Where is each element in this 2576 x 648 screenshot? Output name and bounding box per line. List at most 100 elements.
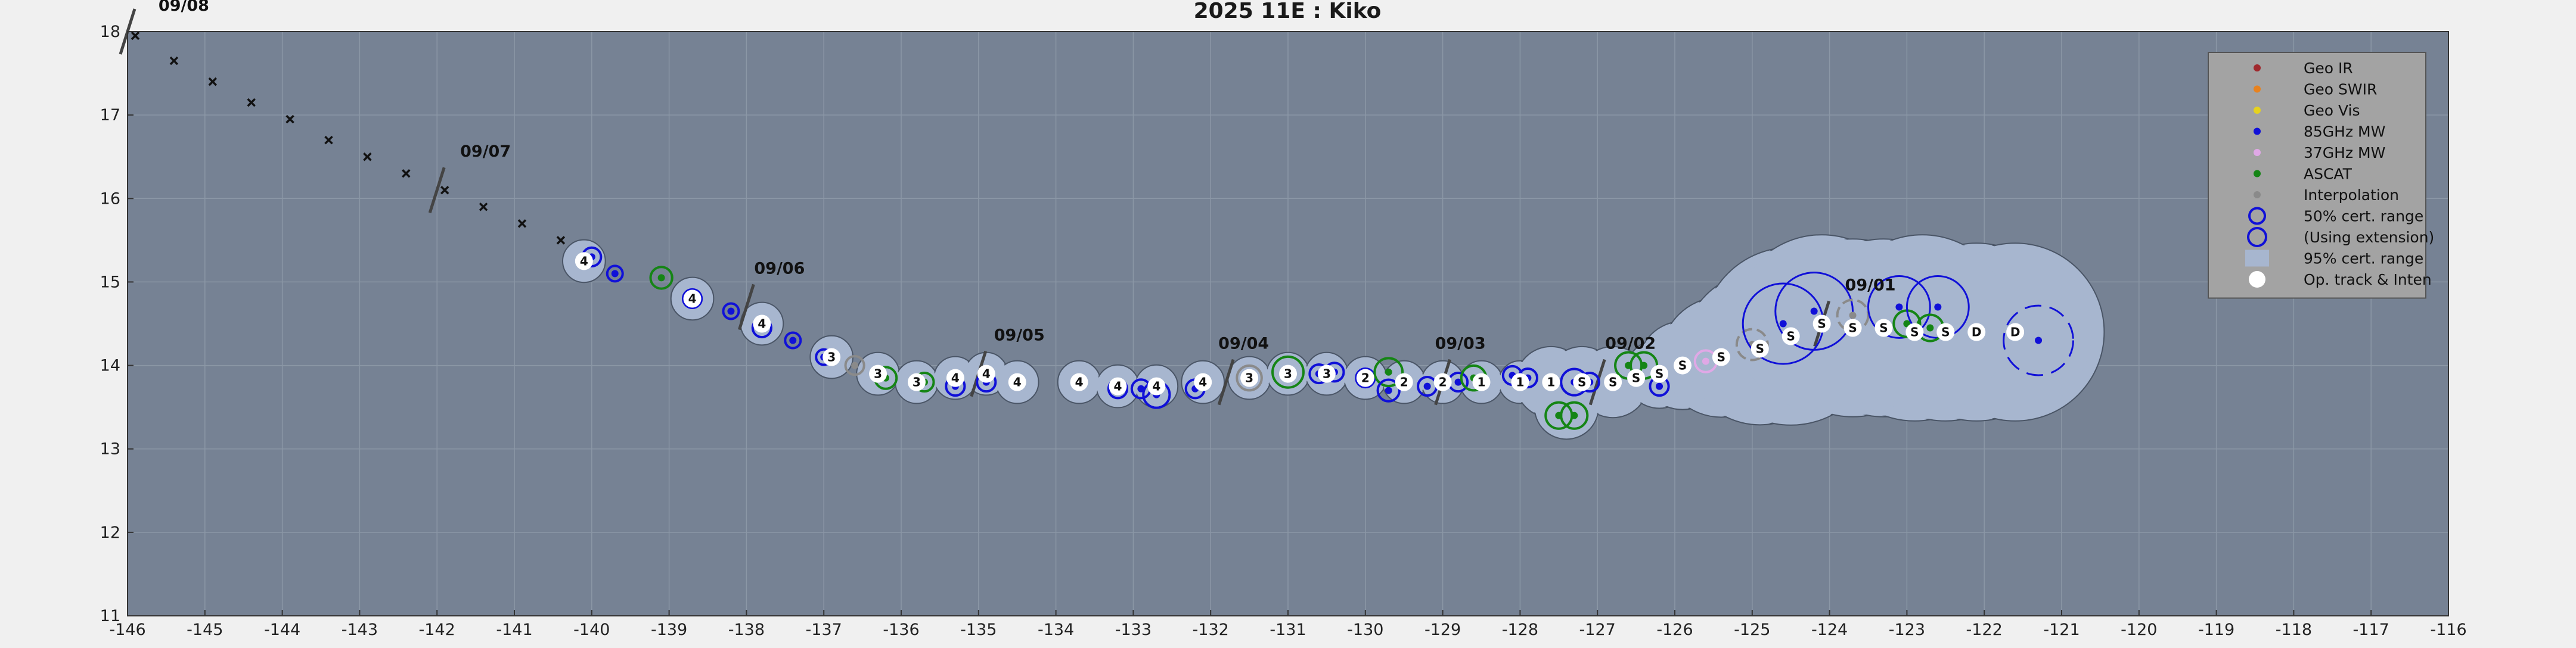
legend-marker	[2249, 271, 2265, 288]
legend-label: (Using extension)	[2304, 229, 2434, 246]
fix-certainty-ring	[1373, 357, 1404, 388]
track-point	[1967, 323, 1986, 341]
legend-marker	[2248, 207, 2266, 225]
fix-certainty-ring	[2003, 304, 2074, 376]
fix-certainty-ring	[844, 354, 865, 376]
track-intensity-label: 2	[1361, 371, 1370, 385]
track-point	[1751, 339, 1769, 358]
track-intensity-label: 3	[1323, 367, 1331, 381]
x-tick-label: -131	[1270, 621, 1306, 639]
track-point	[1356, 369, 1374, 387]
legend-marker	[2254, 149, 2261, 156]
forecast-x-marker	[324, 135, 333, 145]
fix-dot-mw85	[1895, 303, 1903, 311]
legend-label: Geo SWIR	[2304, 81, 2377, 98]
track-point	[1650, 364, 1669, 383]
track-intensity-label: S	[1910, 325, 1919, 339]
y-tick-label: 12	[100, 524, 120, 542]
fix-dot-mw85	[1810, 307, 1818, 315]
x-tick-label: -118	[2276, 621, 2312, 639]
fix-dot-mw85	[611, 270, 619, 278]
x-tick-label: -137	[806, 621, 842, 639]
fix-dot-mw85	[727, 307, 735, 315]
legend-label: Op. track & Inten	[2304, 271, 2432, 288]
legend-label: 95% cert. range	[2304, 250, 2423, 267]
x-tick-label: -116	[2430, 621, 2466, 639]
fix-dot-interp	[851, 362, 859, 369]
x-tick-label: -141	[496, 621, 532, 639]
date-labels: 09/08 09/07 09/06 09/05 09/04 09/03 09/02 09/01	[159, 0, 1896, 353]
track-intensity-label: 1	[1478, 375, 1486, 390]
track-intensity-label: 4	[1075, 375, 1084, 390]
track-intensity-label: 4	[1013, 375, 1022, 390]
x-tick-label: -142	[419, 621, 455, 639]
forecast-x-marker	[285, 114, 294, 124]
track-intensity-label: S	[1817, 317, 1826, 331]
legend: Geo IR Geo SWIR Geo Vis 85GHz MW 37GHz MW ASC…	[2208, 52, 2434, 299]
track-point	[1109, 377, 1127, 395]
fix-dot-ascat	[1385, 368, 1392, 376]
x-tick-label: -128	[1502, 621, 1538, 639]
date-label: 09/04	[1218, 335, 1269, 353]
chart-title: 2025 11E : Kiko	[1194, 0, 1382, 23]
forecast-markers	[131, 31, 566, 245]
x-tick-label: -143	[342, 621, 378, 639]
legend-label: 85GHz MW	[2304, 123, 2385, 141]
track-point	[869, 364, 887, 383]
x-tick-label: -135	[960, 621, 997, 639]
track-point	[1843, 319, 1862, 337]
fix-certainty-ring	[1867, 275, 1931, 339]
track-intensity-label: 3	[874, 367, 882, 381]
track-intensity-label: S	[1756, 342, 1764, 356]
track-intensity-label: S	[1941, 325, 1950, 339]
day-bar	[428, 167, 446, 214]
day-bar	[1217, 359, 1235, 406]
track-point	[1008, 373, 1026, 391]
track-intensity-label: 4	[1199, 375, 1207, 390]
track-point	[1511, 373, 1529, 391]
track-intensity-label: 1	[1547, 375, 1555, 390]
fix-dot-ascat	[1926, 324, 1934, 332]
y-tick-label: 15	[100, 273, 120, 291]
day-bar	[738, 284, 755, 331]
cone-disk	[1835, 236, 2010, 412]
fix-certainty-ring	[649, 266, 674, 290]
fix-dot-interp	[1849, 311, 1857, 319]
track-intensity-label: D	[1972, 325, 1982, 339]
track-intensity-label: S	[1632, 371, 1640, 385]
y-tick-label: 11	[100, 607, 120, 625]
date-label: 09/08	[159, 0, 209, 15]
legend-marker	[2245, 250, 2269, 267]
x-tick-label: -140	[573, 621, 610, 639]
track-point	[1782, 327, 1800, 345]
x-tick-label: -117	[2353, 621, 2389, 639]
track-point	[1147, 377, 1166, 395]
fix-dot-ascat	[1640, 362, 1648, 369]
x-tick-label: -130	[1347, 621, 1383, 639]
fix-certainty-ring	[1271, 355, 1305, 389]
track-point	[753, 314, 771, 333]
x-tick-label: -126	[1656, 621, 1693, 639]
track-intensity-label: S	[1578, 375, 1586, 390]
track-intensity-label: S	[1848, 321, 1857, 335]
date-label: 09/07	[460, 142, 511, 161]
legend-label: ASCAT	[2304, 166, 2352, 183]
track-intensity-label: S	[1678, 359, 1687, 373]
x-tick-label: -123	[1889, 621, 1925, 639]
track-point	[1936, 323, 1955, 341]
date-label: 09/02	[1605, 335, 1656, 353]
track-point	[1279, 364, 1297, 383]
fix-dot-mw85	[2035, 337, 2043, 344]
date-label: 09/05	[994, 326, 1045, 345]
fix-certainty-ring	[1376, 378, 1401, 403]
track-point	[1673, 356, 1692, 375]
x-tick-label: -124	[1811, 621, 1848, 639]
forecast-x-marker	[363, 152, 372, 161]
track-point	[1472, 373, 1491, 391]
legend-marker	[2254, 127, 2261, 135]
track-intensity-label: 3	[1284, 367, 1292, 381]
x-tick-label: -132	[1193, 621, 1229, 639]
date-label: 09/03	[1435, 335, 1486, 353]
legend-marker	[2254, 170, 2261, 177]
